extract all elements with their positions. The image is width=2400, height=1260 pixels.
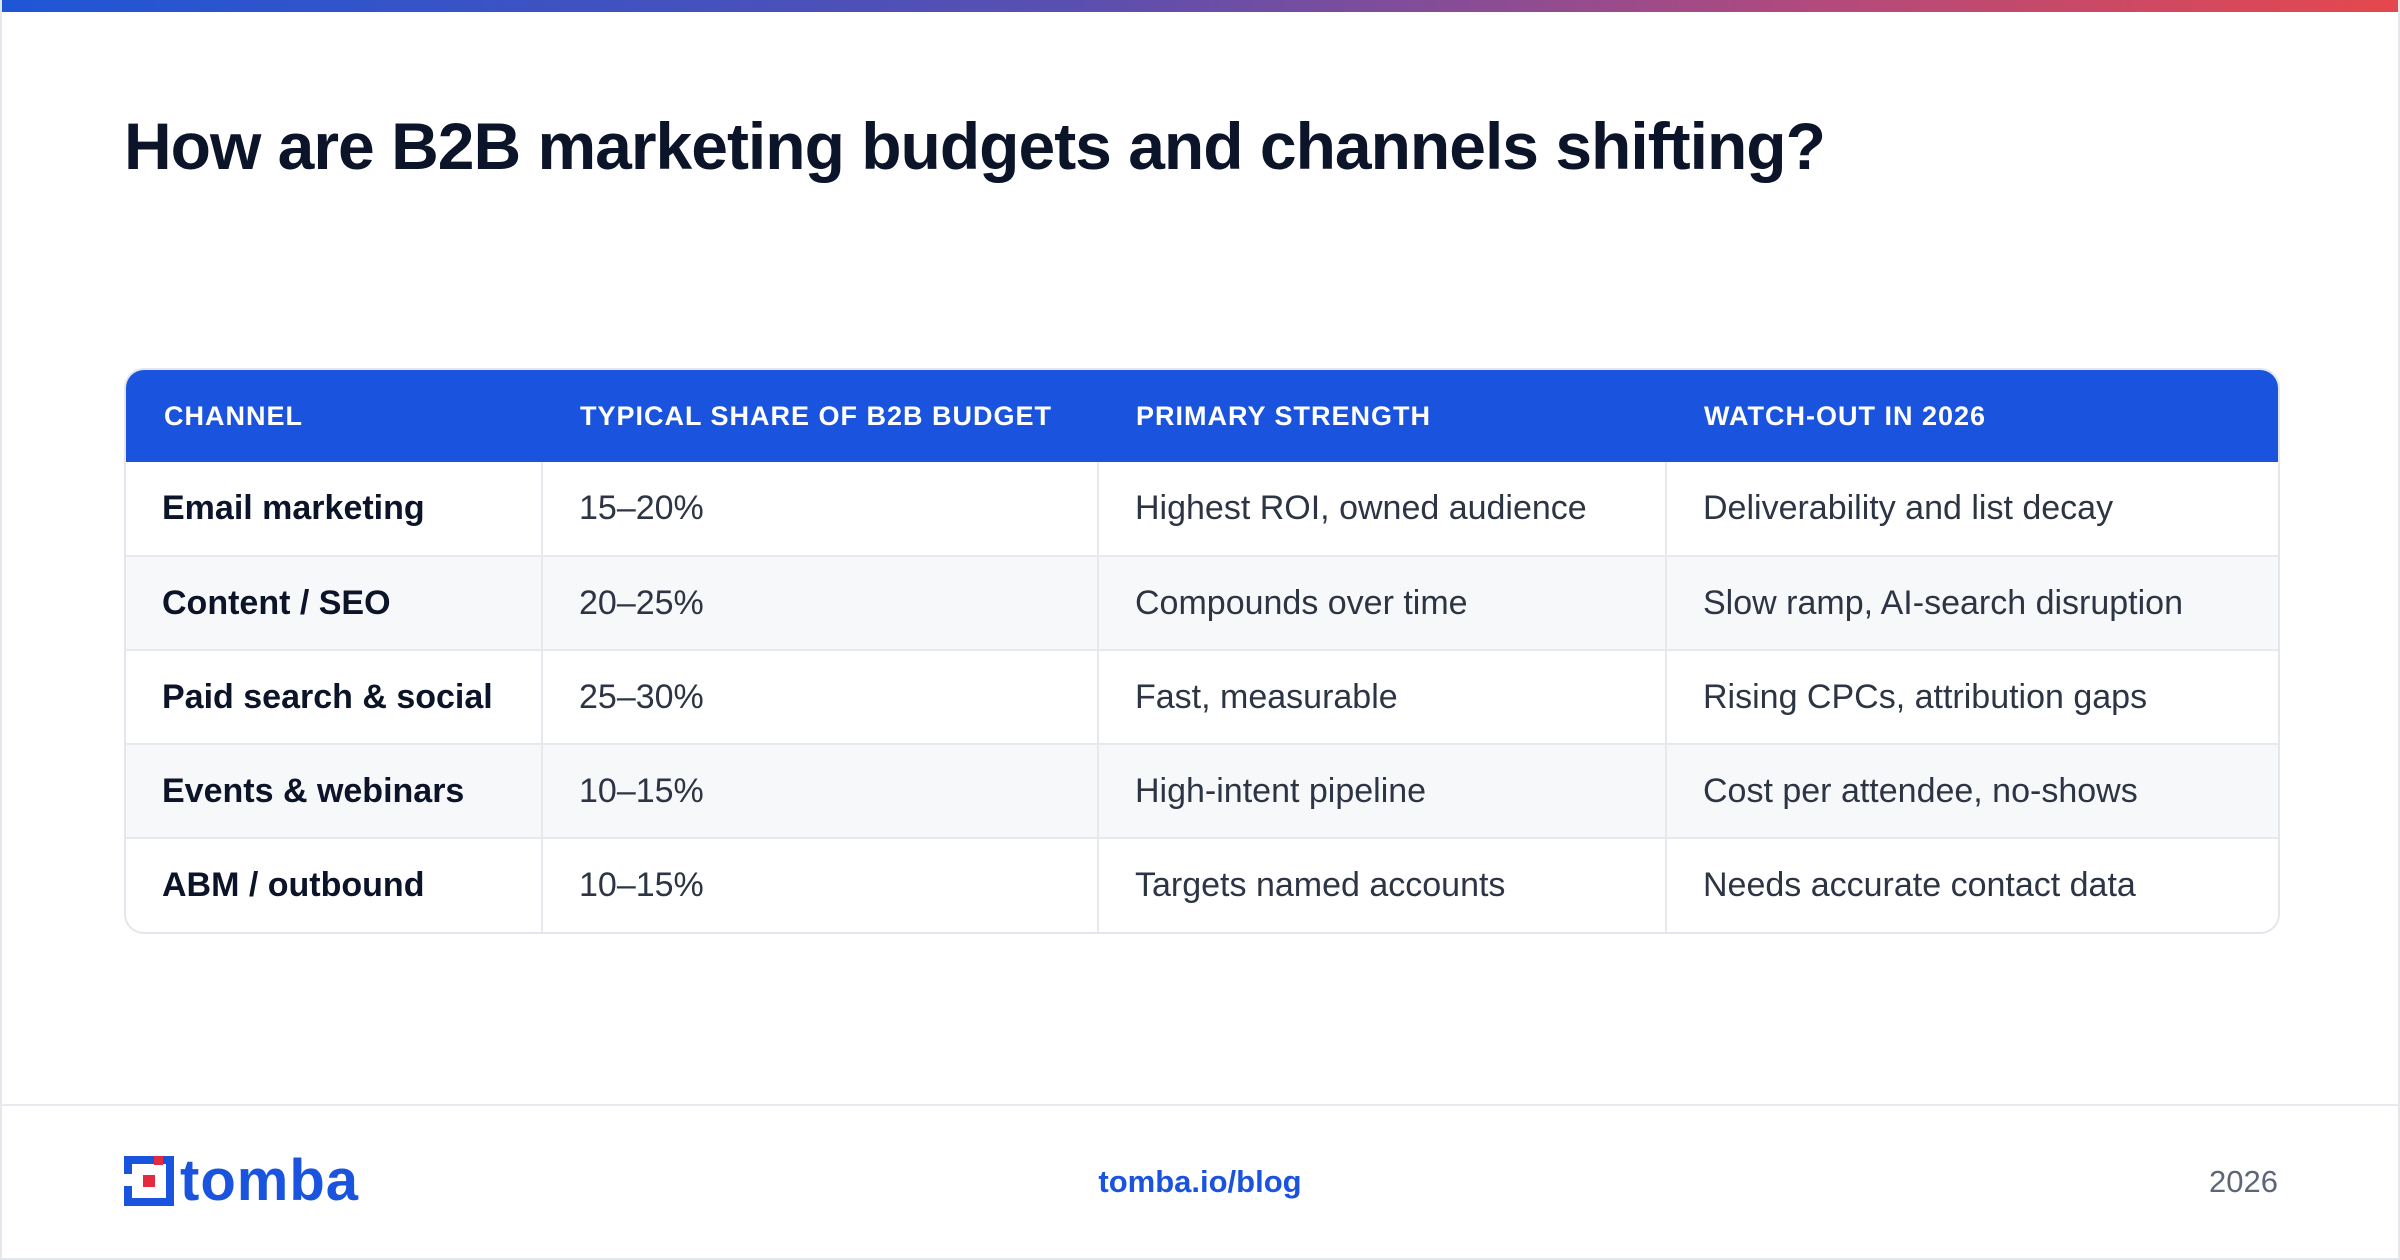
cell-budget-share: 15–20% bbox=[541, 462, 1098, 556]
cell-channel: Events & webinars bbox=[162, 771, 465, 810]
cell-channel: ABM / outbound bbox=[162, 866, 425, 904]
table-header-row: CHANNEL TYPICAL SHARE OF B2B BUDGET PRIM… bbox=[126, 370, 2278, 462]
table-header: CHANNEL TYPICAL SHARE OF B2B BUDGET PRIM… bbox=[126, 370, 2278, 462]
table-row: ABM / outbound 10–15% Targets named acco… bbox=[126, 838, 2278, 932]
table-row: Email marketing 15–20% Highest ROI, owne… bbox=[126, 462, 2278, 556]
cell-channel: Paid search & social bbox=[162, 677, 493, 716]
cell-channel: Content / SEO bbox=[162, 583, 391, 622]
cell-primary-strength: Highest ROI, owned audience bbox=[1097, 462, 1666, 556]
top-gradient-bar bbox=[2, 0, 2398, 12]
tomba-logo-mark-icon bbox=[124, 1156, 174, 1206]
page-title: How are B2B marketing budgets and channe… bbox=[124, 109, 1826, 183]
channel-table: CHANNEL TYPICAL SHARE OF B2B BUDGET PRIM… bbox=[126, 370, 2278, 932]
table-row: Content / SEO 20–25% Compounds over time… bbox=[126, 556, 2278, 650]
cell-primary-strength: Fast, measurable bbox=[1097, 650, 1666, 744]
cell-budget-share: 10–15% bbox=[541, 744, 1098, 838]
table-row: Paid search & social 25–30% Fast, measur… bbox=[126, 650, 2278, 744]
header-channel: CHANNEL bbox=[164, 400, 303, 431]
cell-watch-out: Rising CPCs, attribution gaps bbox=[1665, 650, 2278, 744]
cell-channel: Email marketing bbox=[162, 489, 425, 527]
blog-link[interactable]: tomba.io/blog bbox=[1098, 1164, 1302, 1199]
header-primary-strength: PRIMARY STRENGTH bbox=[1136, 400, 1432, 431]
cell-watch-out: Slow ramp, AI-search disruption bbox=[1665, 556, 2278, 650]
cell-budget-share: 10–15% bbox=[541, 838, 1098, 932]
cell-primary-strength: Compounds over time bbox=[1097, 556, 1666, 650]
cell-budget-share: 20–25% bbox=[541, 556, 1098, 650]
table-row: Events & webinars 10–15% High-intent pip… bbox=[126, 744, 2278, 838]
cell-primary-strength: Targets named accounts bbox=[1097, 838, 1666, 932]
table-body: Email marketing 15–20% Highest ROI, owne… bbox=[126, 462, 2278, 932]
footer-year: 2026 bbox=[2209, 1164, 2278, 1199]
cell-primary-strength: High-intent pipeline bbox=[1097, 744, 1666, 838]
tomba-logo[interactable]: tomba bbox=[124, 1148, 359, 1213]
cell-watch-out: Needs accurate contact data bbox=[1665, 838, 2278, 932]
cell-watch-out: Deliverability and list decay bbox=[1665, 462, 2278, 556]
logo-wordmark: tomba bbox=[180, 1148, 359, 1213]
cell-watch-out: Cost per attendee, no-shows bbox=[1665, 744, 2278, 838]
cell-budget-share: 25–30% bbox=[541, 650, 1098, 744]
channel-table-container: CHANNEL TYPICAL SHARE OF B2B BUDGET PRIM… bbox=[124, 368, 2280, 934]
header-budget-share: TYPICAL SHARE OF B2B BUDGET bbox=[580, 400, 1053, 431]
footer-divider bbox=[2, 1104, 2398, 1106]
header-watch-out: WATCH-OUT IN 2026 bbox=[1704, 400, 1987, 431]
